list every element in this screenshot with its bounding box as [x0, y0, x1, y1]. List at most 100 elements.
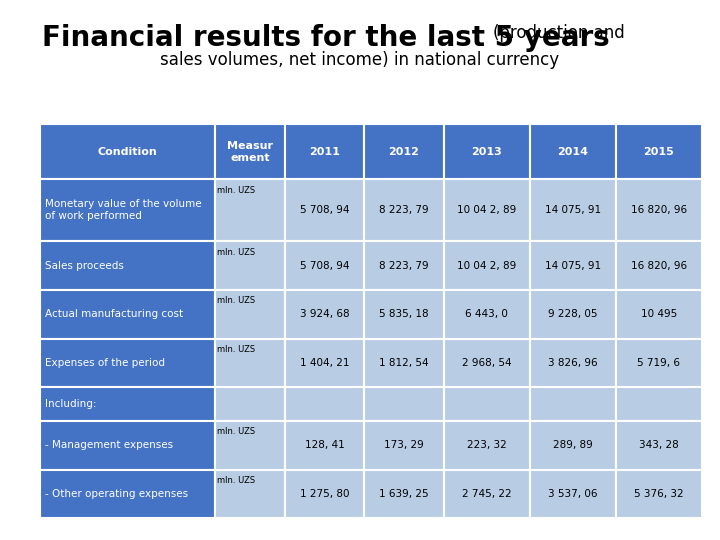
Bar [530, 470, 616, 518]
Text: 3 537, 06: 3 537, 06 [548, 489, 598, 499]
Bar [364, 290, 444, 339]
Bar [444, 290, 530, 339]
Text: 5 708, 94: 5 708, 94 [300, 205, 349, 215]
Text: Monetary value of the volume
of work performed: Monetary value of the volume of work per… [45, 199, 202, 221]
Text: 3 924, 68: 3 924, 68 [300, 309, 349, 319]
Bar [40, 387, 215, 421]
Bar [40, 290, 215, 339]
Bar [530, 241, 616, 290]
Bar [444, 179, 530, 241]
Text: 1 639, 25: 1 639, 25 [379, 489, 428, 499]
Bar [616, 179, 702, 241]
Bar [364, 124, 444, 179]
Text: 223, 32: 223, 32 [467, 440, 507, 450]
Text: 5 835, 18: 5 835, 18 [379, 309, 428, 319]
Text: 10 04 2, 89: 10 04 2, 89 [457, 260, 516, 271]
Text: 14 075, 91: 14 075, 91 [545, 205, 601, 215]
Bar [284, 179, 364, 241]
Text: 2 968, 54: 2 968, 54 [462, 358, 511, 368]
Bar [444, 387, 530, 421]
Bar [616, 470, 702, 518]
Text: 5 708, 94: 5 708, 94 [300, 260, 349, 271]
Bar [215, 387, 284, 421]
Text: mln. UZS: mln. UZS [217, 186, 256, 195]
Bar [40, 241, 215, 290]
Text: 3 826, 96: 3 826, 96 [548, 358, 598, 368]
Text: mln. UZS: mln. UZS [217, 345, 256, 354]
Bar [616, 421, 702, 470]
Bar [530, 124, 616, 179]
Bar [530, 290, 616, 339]
Bar [284, 124, 364, 179]
Bar [444, 241, 530, 290]
Bar [616, 124, 702, 179]
Bar [364, 179, 444, 241]
Bar [530, 387, 616, 421]
Bar [530, 339, 616, 387]
Text: 1 404, 21: 1 404, 21 [300, 358, 349, 368]
Text: 6 443, 0: 6 443, 0 [465, 309, 508, 319]
Text: Actual manufacturing cost: Actual manufacturing cost [45, 309, 184, 319]
Bar [215, 241, 284, 290]
Text: mln. UZS: mln. UZS [217, 428, 256, 436]
Bar [40, 179, 215, 241]
Bar [40, 124, 215, 179]
Bar [284, 387, 364, 421]
Text: Including:: Including: [45, 399, 97, 409]
Bar [364, 470, 444, 518]
Bar [444, 339, 530, 387]
Text: 2011: 2011 [309, 147, 340, 157]
Bar [616, 241, 702, 290]
Text: mln. UZS: mln. UZS [217, 476, 256, 485]
Text: 5 376, 32: 5 376, 32 [634, 489, 684, 499]
Bar [530, 179, 616, 241]
Bar [284, 339, 364, 387]
Text: mln. UZS: mln. UZS [217, 248, 256, 256]
Bar [530, 421, 616, 470]
Bar [215, 339, 284, 387]
Bar [215, 179, 284, 241]
Bar [215, 470, 284, 518]
Bar [444, 421, 530, 470]
Bar [616, 290, 702, 339]
Bar [444, 124, 530, 179]
Text: Financial results for the last 5 years: Financial results for the last 5 years [42, 24, 610, 52]
Bar [364, 339, 444, 387]
Bar [40, 339, 215, 387]
Bar [284, 290, 364, 339]
Bar [364, 241, 444, 290]
Bar [40, 421, 215, 470]
Bar [215, 124, 284, 179]
Bar [40, 470, 215, 518]
Text: 289, 89: 289, 89 [553, 440, 593, 450]
Bar [364, 387, 444, 421]
Text: - Other operating expenses: - Other operating expenses [45, 489, 189, 499]
Bar [215, 290, 284, 339]
Text: (production and: (production and [493, 24, 625, 42]
Text: 1 275, 80: 1 275, 80 [300, 489, 349, 499]
Text: 8 223, 79: 8 223, 79 [379, 260, 428, 271]
Bar [284, 470, 364, 518]
Text: Expenses of the period: Expenses of the period [45, 358, 166, 368]
Text: 2014: 2014 [557, 147, 588, 157]
Text: - Management expenses: - Management expenses [45, 440, 174, 450]
Text: 2 745, 22: 2 745, 22 [462, 489, 511, 499]
Text: 2012: 2012 [389, 147, 419, 157]
Text: 10 04 2, 89: 10 04 2, 89 [457, 205, 516, 215]
Bar [284, 421, 364, 470]
Bar [616, 339, 702, 387]
Text: Measur
ement: Measur ement [227, 141, 273, 163]
Text: 14 075, 91: 14 075, 91 [545, 260, 601, 271]
Text: 128, 41: 128, 41 [305, 440, 344, 450]
Text: 10 495: 10 495 [641, 309, 677, 319]
Bar [444, 470, 530, 518]
Text: 2013: 2013 [472, 147, 502, 157]
Bar [364, 421, 444, 470]
Text: 343, 28: 343, 28 [639, 440, 679, 450]
Bar [616, 387, 702, 421]
Text: Sales proceeds: Sales proceeds [45, 260, 125, 271]
Text: 5 719, 6: 5 719, 6 [637, 358, 680, 368]
Text: 16 820, 96: 16 820, 96 [631, 205, 687, 215]
Text: 16 820, 96: 16 820, 96 [631, 260, 687, 271]
Text: 2015: 2015 [644, 147, 675, 157]
